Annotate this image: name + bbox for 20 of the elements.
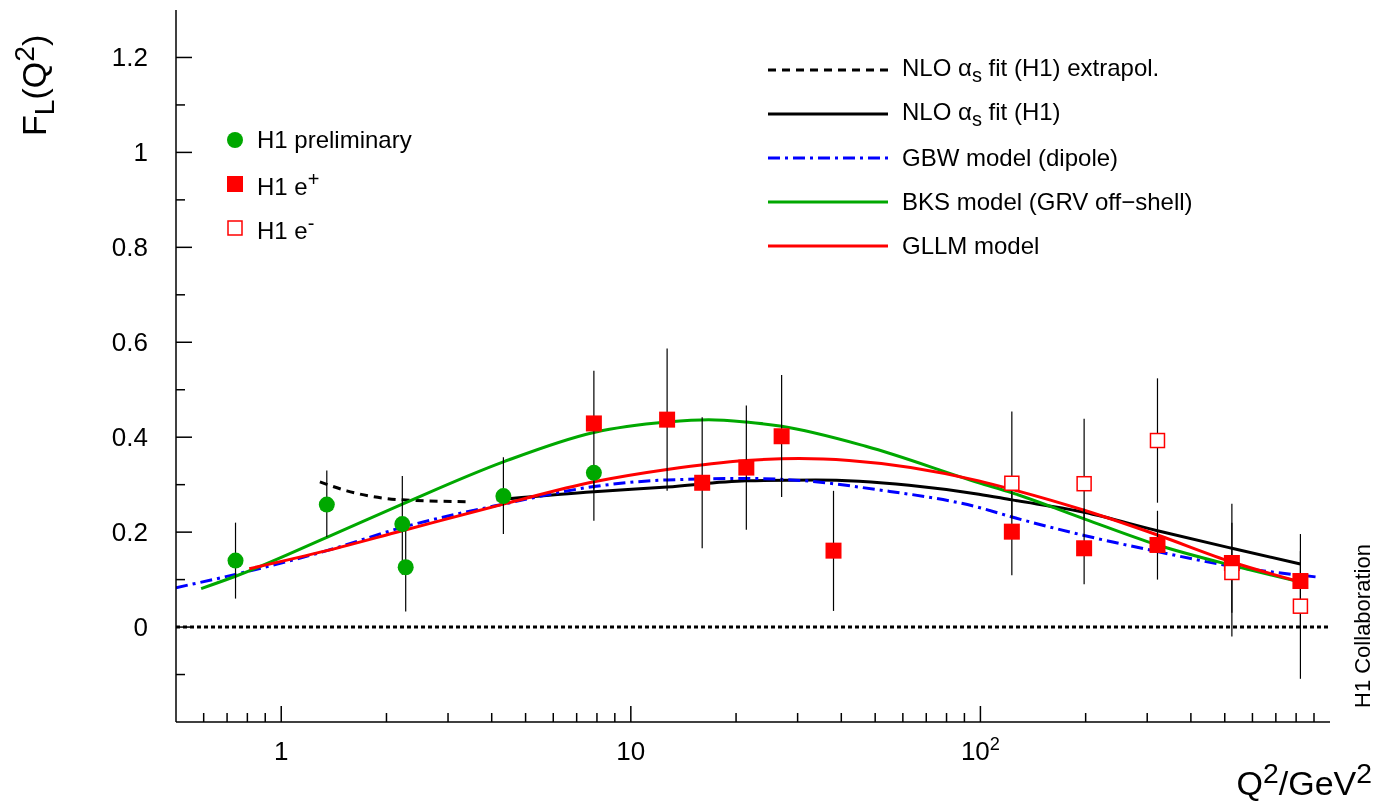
x-axis-title: Q$^{2}$/GeV$^{2}$ [1236,756,1372,802]
x-tick-label: 10$^{2}$ [960,734,1000,766]
x-tick-label: 1 [274,736,289,766]
legend-label: GBW model (dipole) [902,144,1119,172]
y-tick-label: 0.6 [111,327,148,358]
legend-label: BKS model (GRV off−shell) [902,188,1193,216]
legend-label: H1 preliminary [257,126,412,154]
x-tick-label: 10 [616,736,646,766]
text: H1 Collaboration [1350,544,1375,708]
legend-label: NLO α$_{s}$ fit (H1) extrapol. [902,53,1160,87]
legend-label: NLO α$_{s}$ fit (H1) [902,97,1061,131]
legend-label: H1 e$^{-}$ [257,211,315,245]
y-tick-label: 0.4 [111,422,148,453]
legend-label: H1 e$^{+}$ [257,167,320,201]
y-tick-label: 0.8 [111,232,148,263]
legend-label: GLLM model [902,232,1040,260]
y-tick-label: 0 [133,612,148,643]
y-tick-label: 0.2 [111,517,148,548]
y-tick-label: 1.2 [111,42,148,73]
y-tick-label: 1 [133,137,148,168]
